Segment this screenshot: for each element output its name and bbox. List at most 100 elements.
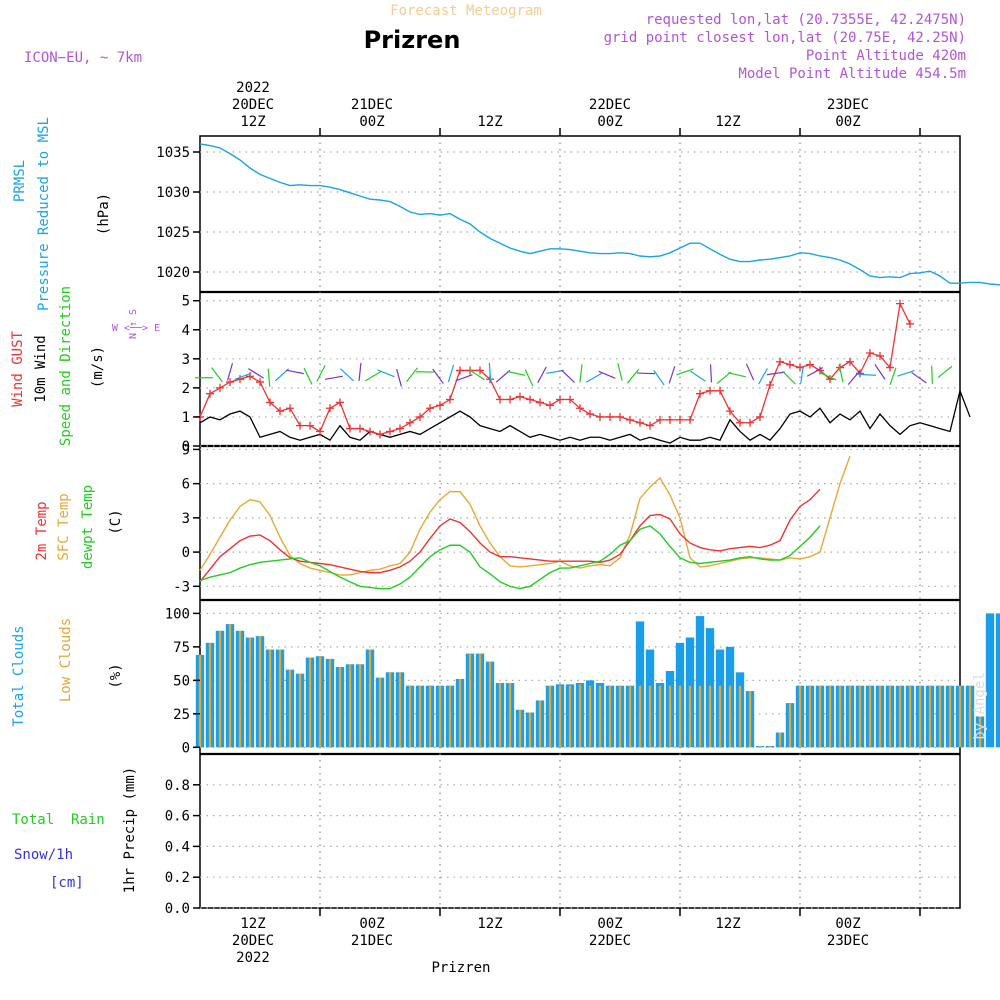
total-cloud-bar: [995, 613, 1000, 748]
low-cloud-bar: [388, 672, 392, 748]
y-tick-label: 2: [182, 381, 190, 397]
wind-gust-marker: [906, 319, 914, 328]
snow-unit-label: [cm]: [50, 875, 84, 891]
y-tick-label: 4: [182, 323, 190, 339]
low-cloud-bar: [598, 685, 602, 748]
low-cloud-bar: [978, 716, 982, 748]
dewpt-temp-line: [199, 525, 821, 590]
low-cloud-bar: [478, 653, 482, 748]
wind-gust-marker: [706, 386, 714, 395]
wind-gust-marker: [326, 404, 334, 413]
wind-direction-arrow: [617, 363, 623, 381]
wind-gust-marker: [766, 380, 774, 389]
low-cloud-bar: [758, 745, 762, 748]
low-cloud-bar: [628, 685, 632, 748]
wind-gust-marker: [336, 398, 344, 407]
cloud-panel-label: Total Clouds Low Clouds (%): [11, 618, 124, 727]
wind-direction-arrow: [340, 368, 354, 382]
wind-direction-arrow: [585, 372, 603, 383]
y-tick-label: 5: [182, 294, 190, 310]
wind-gust-label: Wind GUST: [10, 331, 26, 407]
low-cloud-bar: [838, 685, 842, 748]
wind-direction-arrow: [537, 366, 547, 384]
wind-gust-marker: [416, 412, 424, 421]
wind-direction-arrow: [626, 368, 640, 384]
wind-gust-marker: [456, 366, 464, 375]
y-tick-label: 9: [182, 442, 190, 458]
wind-gust-marker: [736, 418, 744, 427]
y-tick-label: 0.2: [165, 870, 190, 886]
top-axis-year: 2022: [236, 80, 270, 96]
wind-direction-arrow: [806, 367, 824, 377]
wind-direction-arrow: [897, 370, 915, 377]
wind-direction-arrow: [653, 370, 665, 386]
axis-ticks: 1020102510301035012345-3036902550751000.…: [156, 128, 921, 917]
bottom-axis-date: 22DEC: [589, 933, 631, 949]
temp-sfc-label: SFC Temp: [56, 493, 72, 560]
wind-gust-marker: [366, 427, 374, 436]
bottom-time-axis: 12Z 20DEC 2022 00Z 21DEC 12Z 00Z 22DEC 1…: [232, 916, 869, 966]
low-cloud-bar: [958, 685, 962, 748]
low-cloud-bar: [708, 685, 712, 748]
prmsl-label: PRMSL: [12, 160, 28, 202]
wind-direction-arrow: [364, 371, 382, 382]
low-cloud-bar: [638, 685, 642, 748]
compass-ns-label: N ↑ S: [128, 309, 139, 339]
low-cloud-bar: [258, 636, 262, 748]
wind-direction-arrow: [874, 364, 886, 380]
low-cloud-bar: [808, 685, 812, 748]
wind-gust-marker: [206, 389, 214, 398]
wind-gust-marker: [646, 421, 654, 430]
wind-gust-marker: [516, 392, 524, 401]
low-cloud-bar: [308, 657, 312, 748]
low-cloud-bar: [578, 684, 582, 748]
low-cloud-bar: [328, 658, 332, 748]
wind-gust-marker: [746, 418, 754, 427]
low-cloud-bar: [618, 685, 622, 748]
wind-gust-marker: [866, 349, 874, 358]
wind-direction-arrow: [267, 368, 271, 387]
top-axis-hour: 00Z: [597, 114, 622, 130]
top-axis-hour: 00Z: [359, 114, 384, 130]
wind-gust-marker: [406, 418, 414, 427]
wind-gust-marker: [546, 401, 554, 410]
low-cloud-bar: [418, 685, 422, 748]
low-cloud-bar: [908, 685, 912, 748]
wind-gust-marker: [876, 351, 884, 360]
bottom-axis-hour: 12Z: [240, 916, 265, 932]
low-cloud-bar: [218, 630, 222, 748]
low-cloud-bar: [508, 683, 512, 748]
wind-gust-marker: [316, 427, 324, 436]
chart-marks: [195, 143, 1000, 748]
y-tick-label: 0.8: [165, 778, 190, 794]
wind-direction-arrow: [325, 375, 343, 380]
low-cloud-bar: [488, 661, 492, 748]
wind-direction-arrow: [234, 372, 252, 381]
low-cloud-bar: [768, 745, 772, 748]
wind-direction-arrow: [598, 370, 616, 379]
low-cloud-bar: [898, 685, 902, 748]
low-cloud-bar: [678, 685, 682, 748]
wind-direction-arrow: [838, 364, 844, 383]
location-title: Prizren: [364, 26, 461, 54]
compass-we-label: W <──> E: [112, 323, 160, 334]
low-cloud-bar: [318, 656, 322, 748]
low-cloud-bar: [498, 683, 502, 748]
wind-gust-marker: [586, 410, 594, 419]
y-tick-label: 0.4: [165, 839, 190, 855]
total-clouds-label: Total Clouds: [11, 625, 27, 726]
total-rain-label: Total Rain: [12, 812, 105, 828]
low-cloud-bar: [788, 703, 792, 748]
top-axis-date: 21DEC: [351, 97, 393, 113]
bottom-axis-date: 21DEC: [351, 933, 393, 949]
low-cloud-bar: [438, 685, 442, 748]
wind-gust-marker: [686, 415, 694, 424]
precip-axis-label: 1hr Precip (mm): [122, 767, 138, 893]
wind-direction-arrow: [636, 372, 656, 375]
wind-direction-arrow: [847, 370, 861, 385]
forecast-label: Forecast Meteogram: [390, 3, 542, 19]
low-cloud-bar: [548, 685, 552, 748]
y-tick-label: 3: [182, 352, 190, 368]
